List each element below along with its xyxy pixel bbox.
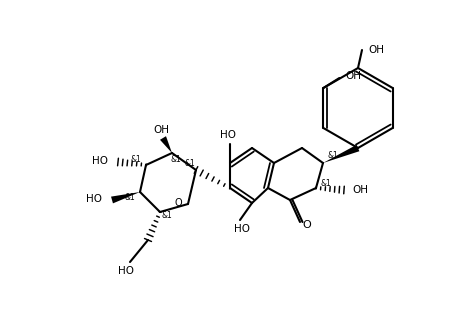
Text: &1: &1: [184, 158, 195, 168]
Text: &1: &1: [170, 156, 181, 164]
Text: &1: &1: [124, 193, 135, 203]
Text: OH: OH: [368, 45, 384, 55]
Text: OH: OH: [345, 71, 361, 81]
Polygon shape: [111, 192, 140, 204]
Polygon shape: [323, 145, 359, 163]
Text: OH: OH: [352, 185, 368, 195]
Text: &1: &1: [321, 178, 331, 188]
Polygon shape: [160, 136, 172, 153]
Text: &1: &1: [327, 151, 338, 161]
Text: HO: HO: [86, 194, 102, 204]
Text: OH: OH: [153, 125, 169, 135]
Text: HO: HO: [234, 224, 250, 234]
Text: HO: HO: [220, 130, 236, 140]
Text: &1: &1: [161, 211, 172, 220]
Text: HO: HO: [118, 266, 134, 276]
Text: O: O: [174, 198, 182, 208]
Text: O: O: [303, 220, 311, 230]
Text: HO: HO: [92, 156, 108, 166]
Text: &1: &1: [131, 156, 141, 164]
